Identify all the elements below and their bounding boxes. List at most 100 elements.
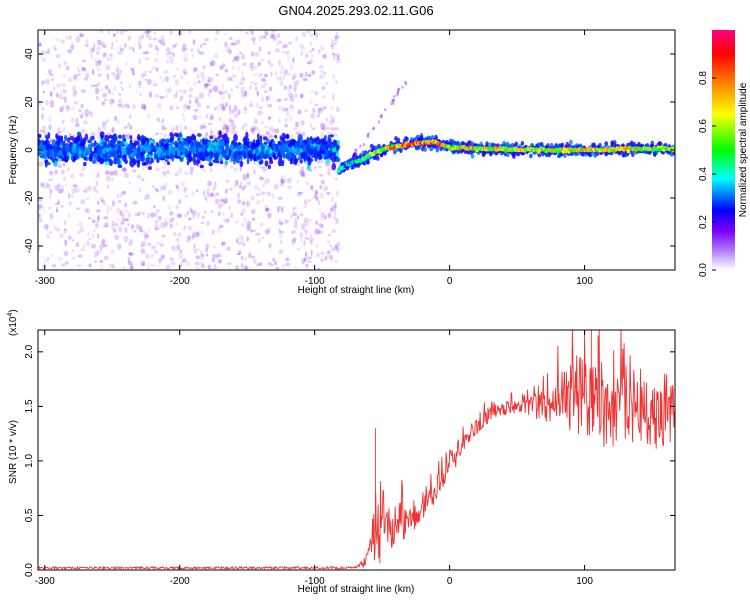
noise-speck <box>291 77 296 80</box>
noise-speck <box>303 240 306 246</box>
noise-speck <box>280 178 285 184</box>
noise-speck <box>256 232 261 236</box>
noise-band-speck <box>137 133 141 141</box>
ridge-halo <box>569 139 573 145</box>
noise-speck <box>245 91 248 97</box>
noise-speck <box>42 125 46 130</box>
noise-speck <box>238 65 241 71</box>
noise-speck <box>47 48 51 54</box>
noise-speck <box>295 131 301 135</box>
streak-speck <box>404 80 407 84</box>
noise-band-speck <box>117 145 121 152</box>
noise-speck <box>261 236 264 240</box>
noise-speck <box>229 50 232 54</box>
noise-speck <box>227 76 233 81</box>
noise-speck <box>68 76 72 83</box>
noise-speck <box>323 185 328 191</box>
noise-speck <box>293 237 297 242</box>
noise-speck <box>280 177 284 184</box>
noise-speck <box>309 90 316 93</box>
noise-speck <box>96 46 101 51</box>
noise-speck <box>49 137 52 143</box>
noise-speck <box>211 229 215 235</box>
noise-speck <box>234 265 240 270</box>
noise-speck <box>303 198 308 205</box>
noise-speck <box>64 239 68 246</box>
noise-speck <box>141 178 145 182</box>
noise-speck <box>105 119 110 123</box>
noise-band-speck <box>122 154 127 162</box>
noise-speck <box>119 210 124 214</box>
noise-speck <box>265 129 270 136</box>
noise-speck <box>288 41 292 45</box>
noise-speck <box>278 248 284 254</box>
noise-speck <box>313 195 317 200</box>
noise-speck <box>180 74 184 80</box>
noise-speck <box>46 50 50 54</box>
x-tick-label: 0 <box>447 276 453 287</box>
noise-speck <box>230 212 234 219</box>
noise-speck <box>146 78 152 85</box>
noise-speck <box>161 124 166 131</box>
noise-speck <box>54 169 57 176</box>
noise-speck <box>262 169 265 173</box>
noise-speck <box>237 109 241 116</box>
noise-band-speck <box>91 159 97 164</box>
noise-speck <box>308 73 311 78</box>
noise-speck <box>57 256 63 261</box>
noise-speck <box>106 175 111 182</box>
snr-plot-area <box>38 330 675 570</box>
noise-speck <box>191 235 194 240</box>
noise-speck <box>88 263 92 268</box>
noise-speck <box>129 67 134 71</box>
noise-speck <box>250 229 254 233</box>
noise-band-speck <box>167 161 170 166</box>
noise-speck <box>228 37 233 40</box>
noise-speck <box>101 238 106 245</box>
noise-speck <box>325 116 329 123</box>
noise-speck <box>179 95 184 100</box>
noise-speck <box>158 257 162 264</box>
noise-band-speck <box>99 158 105 163</box>
noise-speck <box>287 88 291 93</box>
noise-speck <box>38 246 41 252</box>
noise-speck <box>326 131 331 135</box>
noise-speck <box>301 132 306 136</box>
noise-speck <box>236 237 239 244</box>
noise-band-speck <box>83 157 87 161</box>
noise-speck <box>38 212 41 217</box>
x-tick-label: 100 <box>576 576 593 587</box>
noise-speck <box>108 53 113 57</box>
noise-speck <box>61 187 65 193</box>
noise-speck <box>333 42 336 45</box>
x-tick-label: -300 <box>35 276 55 287</box>
noise-speck <box>132 103 136 110</box>
noise-speck <box>195 109 198 113</box>
noise-speck <box>193 96 199 99</box>
noise-band-speck <box>76 131 82 137</box>
noise-speck <box>316 252 320 258</box>
noise-speck <box>103 52 107 55</box>
noise-speck <box>154 31 157 35</box>
noise-speck <box>236 252 241 256</box>
noise-speck <box>195 248 201 251</box>
noise-speck <box>70 44 75 50</box>
noise-speck <box>297 109 302 115</box>
noise-speck <box>196 98 199 102</box>
noise-speck <box>333 53 336 61</box>
noise-speck <box>100 88 104 92</box>
noise-band-speck <box>180 147 184 153</box>
noise-speck <box>78 221 82 227</box>
noise-speck <box>92 132 97 136</box>
noise-speck <box>56 228 61 232</box>
noise-speck <box>84 207 88 213</box>
noise-band-speck <box>109 159 113 166</box>
noise-speck <box>106 56 110 62</box>
noise-speck <box>110 55 113 61</box>
noise-speck <box>254 232 258 237</box>
noise-speck <box>96 215 100 220</box>
noise-band-speck <box>279 161 285 167</box>
noise-speck <box>68 133 72 137</box>
noise-speck <box>99 244 103 251</box>
noise-speck <box>154 45 158 51</box>
